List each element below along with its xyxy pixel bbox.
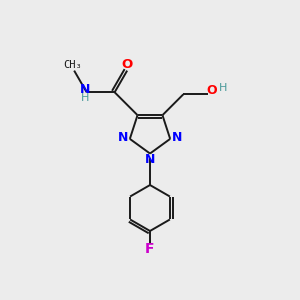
Text: F: F <box>145 242 155 256</box>
Text: CH₃: CH₃ <box>63 60 82 70</box>
Text: N: N <box>118 131 128 144</box>
Text: O: O <box>122 58 133 71</box>
Text: O: O <box>206 84 217 97</box>
Text: N: N <box>80 83 90 96</box>
Text: H: H <box>81 93 89 103</box>
Text: N: N <box>172 131 182 144</box>
Text: N: N <box>145 153 155 166</box>
Text: H: H <box>219 83 227 93</box>
